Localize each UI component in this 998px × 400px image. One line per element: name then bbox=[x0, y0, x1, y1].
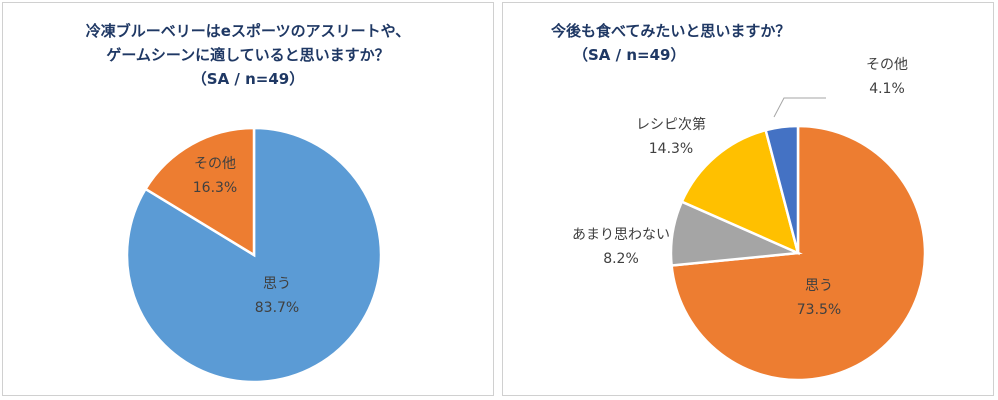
category-label: 思う bbox=[805, 278, 833, 294]
pie-slice bbox=[143, 126, 256, 258]
value-label: 73.5% bbox=[797, 302, 841, 318]
pie-slice bbox=[680, 128, 800, 256]
title-line: 今後も食べてみたいと思いますか？ bbox=[551, 22, 791, 40]
title-line: 冷凍ブルーベリーはeスポーツのアスリートや、 bbox=[85, 22, 411, 40]
category-label: あまり思わない bbox=[572, 227, 670, 243]
category-label: その他 bbox=[194, 156, 236, 172]
title-line: ゲームシーンに適していると思いますか？ bbox=[106, 46, 390, 64]
leader-line bbox=[773, 97, 826, 118]
category-label: レシピ次第 bbox=[636, 116, 706, 133]
category-label: その他 bbox=[866, 57, 908, 73]
pie-chart-left: 思う 83.7% その他 16.3% bbox=[125, 126, 383, 384]
chart-title-left: 冷凍ブルーベリーはeスポーツのアスリートや、 ゲームシーンに適していると思います… bbox=[3, 19, 493, 91]
chart-panel-left: 冷凍ブルーベリーはeスポーツのアスリートや、 ゲームシーンに適していると思います… bbox=[2, 2, 494, 396]
chart-panel-right: 今後も食べてみたいと思いますか？ （SA / n=49） 思う 73.5% あまり思… bbox=[502, 2, 994, 396]
pie-chart-right: 思う 73.5% あまり思わない 8.2% レシピ次第 14.3% その他 4.1% bbox=[572, 57, 927, 382]
value-label: 8.2% bbox=[603, 251, 639, 267]
value-label: 83.7% bbox=[255, 300, 299, 316]
pie-slice bbox=[764, 124, 800, 254]
category-label: 思う bbox=[263, 276, 291, 292]
value-label: 16.3% bbox=[193, 180, 237, 196]
value-label: 14.3% bbox=[649, 141, 693, 157]
title-line: （SA / n=49） bbox=[573, 46, 686, 64]
value-label: 4.1% bbox=[869, 81, 905, 97]
chart-title-right: 今後も食べてみたいと思いますか？ （SA / n=49） bbox=[503, 19, 993, 67]
title-line: （SA / n=49） bbox=[191, 70, 305, 88]
